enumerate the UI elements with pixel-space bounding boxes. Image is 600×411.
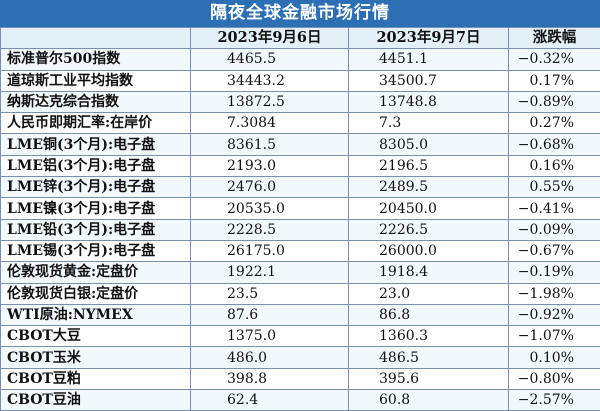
row-value-date-1: 20535.0 xyxy=(191,198,349,219)
row-name: 道琼斯工业平均指数 xyxy=(1,70,191,91)
row-value-date-2: 8305.0 xyxy=(349,134,509,155)
row-change: −0.67% xyxy=(509,240,600,261)
row-value-date-1: 1375.0 xyxy=(191,326,349,347)
row-change: 0.17% xyxy=(509,70,600,91)
row-name: LME镍(3个月):电子盘 xyxy=(1,198,191,219)
row-value-date-1: 13872.5 xyxy=(191,91,349,112)
row-value-date-2: 13748.8 xyxy=(349,91,509,112)
row-value-date-2: 486.5 xyxy=(349,347,509,368)
row-change: −0.92% xyxy=(509,304,600,325)
row-value-date-1: 486.0 xyxy=(191,347,349,368)
row-change: −1.98% xyxy=(509,283,600,304)
row-change: −0.32% xyxy=(509,49,600,70)
row-value-date-1: 2476.0 xyxy=(191,177,349,198)
row-value-date-2: 1918.4 xyxy=(349,262,509,283)
row-value-date-2: 1360.3 xyxy=(349,326,509,347)
row-value-date-1: 2193.0 xyxy=(191,155,349,176)
row-value-date-2: 86.8 xyxy=(349,304,509,325)
row-value-date-2: 2226.5 xyxy=(349,219,509,240)
row-name: LME锡(3个月):电子盘 xyxy=(1,240,191,261)
row-change: −1.07% xyxy=(509,326,600,347)
row-value-date-1: 8361.5 xyxy=(191,134,349,155)
row-name: LME铜(3个月):电子盘 xyxy=(1,134,191,155)
row-value-date-1: 26175.0 xyxy=(191,240,349,261)
row-name: 伦敦现货黄金:定盘价 xyxy=(1,262,191,283)
row-change: −0.68% xyxy=(509,134,600,155)
row-change: −2.57% xyxy=(509,390,600,411)
row-name: 纳斯达克综合指数 xyxy=(1,91,191,112)
row-value-date-1: 398.8 xyxy=(191,368,349,389)
row-change: −0.89% xyxy=(509,91,600,112)
row-value-date-1: 23.5 xyxy=(191,283,349,304)
header-row: 2023年9月6日 2023年9月7日 涨跌幅 xyxy=(1,28,600,49)
table-title: 隔夜全球金融市场行情 xyxy=(0,0,600,27)
row-value-date-1: 4465.5 xyxy=(191,49,349,70)
row-name: CBOT豆粕 xyxy=(1,368,191,389)
row-value-date-2: 2196.5 xyxy=(349,155,509,176)
row-change: 0.16% xyxy=(509,155,600,176)
row-value-date-2: 26000.0 xyxy=(349,240,509,261)
row-name: 人民币即期汇率:在岸价 xyxy=(1,113,191,134)
row-change: 0.27% xyxy=(509,113,600,134)
row-name: LME铅(3个月):电子盘 xyxy=(1,219,191,240)
header-date-1: 2023年9月6日 xyxy=(191,28,349,49)
row-value-date-2: 23.0 xyxy=(349,283,509,304)
row-change: −0.19% xyxy=(509,262,600,283)
header-change: 涨跌幅 xyxy=(509,28,600,49)
row-name: CBOT大豆 xyxy=(1,326,191,347)
row-name: LME铝(3个月):电子盘 xyxy=(1,155,191,176)
row-name: WTI原油:NYMEX xyxy=(1,304,191,325)
row-change: −0.41% xyxy=(509,198,600,219)
row-value-date-1: 87.6 xyxy=(191,304,349,325)
row-change: 0.10% xyxy=(509,347,600,368)
row-name: CBOT玉米 xyxy=(1,347,191,368)
row-change: −0.80% xyxy=(509,368,600,389)
row-name: 标准普尔500指数 xyxy=(1,49,191,70)
row-name: CBOT豆油 xyxy=(1,390,191,411)
row-value-date-2: 60.8 xyxy=(349,390,509,411)
row-value-date-1: 7.3084 xyxy=(191,113,349,134)
row-value-date-2: 2489.5 xyxy=(349,177,509,198)
row-value-date-2: 395.6 xyxy=(349,368,509,389)
row-name: 伦敦现货白银:定盘价 xyxy=(1,283,191,304)
row-value-date-1: 34443.2 xyxy=(191,70,349,91)
row-value-date-2: 7.3 xyxy=(349,113,509,134)
row-value-date-2: 4451.1 xyxy=(349,49,509,70)
row-name: LME锌(3个月):电子盘 xyxy=(1,177,191,198)
row-value-date-2: 34500.7 xyxy=(349,70,509,91)
header-blank xyxy=(1,28,191,49)
row-value-date-1: 2228.5 xyxy=(191,219,349,240)
row-change: −0.09% xyxy=(509,219,600,240)
row-value-date-1: 62.4 xyxy=(191,390,349,411)
row-value-date-1: 1922.1 xyxy=(191,262,349,283)
row-value-date-2: 20450.0 xyxy=(349,198,509,219)
row-change: 0.55% xyxy=(509,177,600,198)
header-date-2: 2023年9月7日 xyxy=(349,28,509,49)
